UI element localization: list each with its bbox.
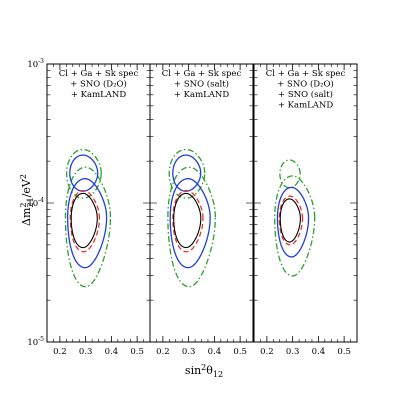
y-tick-exp: -4: [38, 197, 44, 204]
x-axis-title: sin2θ12: [185, 363, 223, 379]
x-tick-label: 0.2: [260, 347, 274, 357]
black-contour-main: [279, 198, 301, 243]
panel-legend-line: + KamLAND: [71, 90, 127, 100]
y-tick-exp: -5: [38, 336, 44, 343]
panel-legend-line: + KamLAND: [174, 90, 230, 100]
y-axis-title-post: /eV: [20, 178, 33, 197]
panel-frame: [46, 63, 151, 343]
panel-legend-line: + SNO (salt): [174, 79, 229, 90]
x-tick-label: 0.5: [337, 347, 351, 357]
blue-contour-upper: [69, 154, 99, 192]
panel-legend-line: + SNO (D₂O): [277, 79, 334, 90]
x-tick-label: 0.4: [208, 347, 222, 357]
y-axis-title-pre: Δm: [20, 207, 33, 226]
y-tick-base: 10: [27, 60, 38, 70]
green-contour-upper: [66, 148, 102, 199]
y-axis-title-sub: 21: [26, 197, 35, 207]
x-axis-title-sub: 12: [213, 370, 223, 379]
y-tick-exp: -3: [38, 58, 44, 65]
y-tick-label: 10-5: [27, 336, 44, 348]
x-axis-title-base: sin: [185, 364, 201, 377]
green-contour-main: [167, 166, 216, 288]
panel-frame: [149, 63, 254, 343]
panel-legend-line: Cl + Ga + Sk spec: [162, 69, 242, 79]
y-tick-label: 10-4: [27, 197, 44, 209]
y-axis-title-sup: 2: [19, 202, 28, 207]
y-axis-title: Δm221/eV2: [19, 174, 35, 226]
x-tick-label: 0.3: [286, 347, 300, 357]
panel-2: 0.2 0.3 0.4 0.5 Cl + Ga + Sk spec+ SNO (salt…: [149, 63, 254, 357]
panel-legend-line: + SNO (D₂O): [70, 79, 127, 90]
x-tick-label: 0.3: [182, 347, 196, 357]
green-contour-upper: [168, 148, 206, 199]
x-tick-label: 0.4: [105, 347, 119, 357]
x-tick-label: 0.2: [156, 347, 170, 357]
x-tick-label: 0.3: [79, 347, 93, 357]
x-tick-label: 0.2: [53, 347, 67, 357]
panel-3: 0.2 0.3 0.4 0.5 Cl + Ga + Sk spec+ SNO (D₂O)…: [253, 63, 358, 357]
y-tick-base: 10: [27, 338, 38, 348]
black-contour-main: [70, 192, 98, 249]
green-contour-main: [274, 175, 316, 277]
y-tick-base: 10: [27, 199, 38, 209]
blue-contour-upper: [172, 154, 202, 192]
red-contour-main: [278, 195, 304, 246]
y-tick-label: 10-3: [27, 58, 44, 70]
panel-legend-line: + KamLAND: [278, 101, 334, 111]
x-tick-label: 0.4: [312, 347, 326, 357]
panel-1: 0.2 0.3 0.4 0.510-510-410-3Cl + Ga + Sk spe…: [27, 58, 151, 357]
black-contour-main: [173, 192, 202, 249]
panels-layer: 0.2 0.3 0.4 0.510-510-410-3Cl + Ga + Sk spe…: [27, 58, 358, 357]
x-axis-title-theta: θ: [206, 364, 213, 377]
blue-contour-main: [276, 186, 310, 258]
panel-legend-line: Cl + Ga + Sk spec: [266, 69, 346, 79]
red-contour-main: [69, 189, 101, 253]
x-tick-label: 0.5: [233, 347, 247, 357]
x-axis-title-sup: 2: [201, 363, 206, 372]
panel-legend-line: Cl + Ga + Sk spec: [59, 69, 139, 79]
x-tick-label: 0.5: [130, 347, 144, 357]
blue-contour-main: [169, 178, 211, 269]
y-axis-title-sup2: 2: [19, 174, 28, 179]
green-contour-upper: [279, 159, 301, 189]
green-contour-main: [64, 166, 112, 288]
panel-legend-line: + SNO (salt): [278, 89, 333, 100]
red-contour-main: [172, 189, 204, 253]
blue-contour-main: [66, 178, 108, 269]
